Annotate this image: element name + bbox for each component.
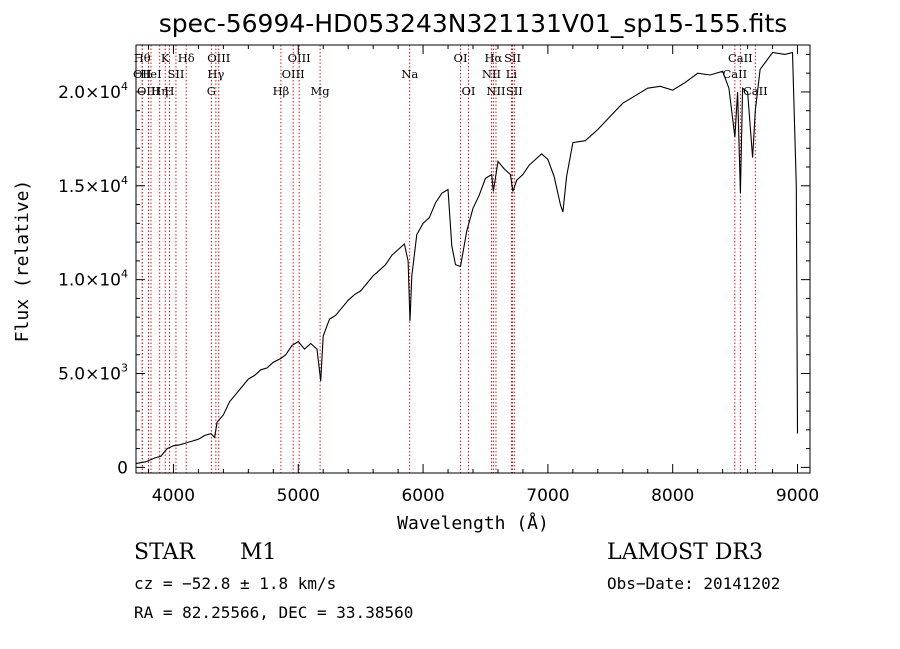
line-label-14: OIII xyxy=(288,51,311,65)
y-tick-label-3: 1.5×104 xyxy=(58,174,128,197)
line-label-3: OIII xyxy=(137,84,160,98)
spectrum-line xyxy=(135,51,799,465)
line-label-15: Mg xyxy=(311,84,331,98)
plot-frame xyxy=(135,44,811,474)
y-tick-label-4: 2.0×104 xyxy=(58,80,128,103)
y-tick-label-0: 0 xyxy=(117,458,128,478)
subclass: M1 xyxy=(240,540,277,565)
line-label-16: Na xyxy=(401,67,418,81)
line-label-10: OIII xyxy=(207,51,230,65)
line-label-11: G xyxy=(207,84,216,98)
line-label-27: CaII xyxy=(743,84,768,98)
line-label-8: Hδ xyxy=(178,51,195,65)
line-label-22: Li xyxy=(506,67,518,81)
x-tick-label-2: 6000 xyxy=(401,486,444,506)
line-label-18: OI xyxy=(462,84,476,98)
line-label-12: Hβ xyxy=(273,84,290,98)
x-axis-label: Wavelength (Å) xyxy=(397,512,549,534)
line-label-23: SII xyxy=(504,51,521,65)
line-label-4: Hη xyxy=(151,84,168,98)
y-tick-label-2: 1.0×104 xyxy=(58,268,128,291)
object-type: STAR xyxy=(134,540,195,565)
y-tick-label-1: 5.0×103 xyxy=(58,362,128,385)
line-label-9: Hγ xyxy=(207,67,224,81)
observation-date: Obs−Date: 20141202 xyxy=(607,574,781,593)
line-label-1: OII xyxy=(133,67,152,81)
line-label-20: Hα xyxy=(484,51,502,65)
chart-title: spec-56994-HD053243N321131V01_sp15-155.f… xyxy=(159,9,788,38)
coordinates: RA = 82.25566, DEC = 33.38560 xyxy=(134,603,414,622)
x-tick-label-0: 4000 xyxy=(152,486,195,506)
axis-ticks: 4000 5000 6000 7000 8000 9000 0 5.0×103 1.0×104 1… xyxy=(58,45,819,506)
line-label-21: NII xyxy=(486,84,505,98)
line-label-17: OI xyxy=(454,51,468,65)
redshift-cz: cz = −52.8 ± 1.8 km/s xyxy=(134,574,337,593)
survey-name: LAMOST DR3 xyxy=(607,540,763,565)
line-label-6: H xyxy=(164,84,174,98)
line-label-19: NII xyxy=(482,67,501,81)
line-label-13: OIII xyxy=(282,67,305,81)
x-tick-label-3: 7000 xyxy=(526,486,569,506)
line-label-2: HeI xyxy=(140,67,161,81)
x-tick-label-4: 8000 xyxy=(651,486,694,506)
y-axis-label: Flux (relative) xyxy=(12,180,33,343)
x-tick-label-5: 9000 xyxy=(776,486,819,506)
x-tick-label-1: 5000 xyxy=(277,486,320,506)
emission-lines xyxy=(141,45,756,473)
line-label-5: K xyxy=(161,51,170,65)
line-label-7: SII xyxy=(167,67,184,81)
line-label-24: SII xyxy=(506,84,523,98)
line-label-25: CaII xyxy=(722,67,747,81)
line-label-26: CaII xyxy=(728,51,753,65)
